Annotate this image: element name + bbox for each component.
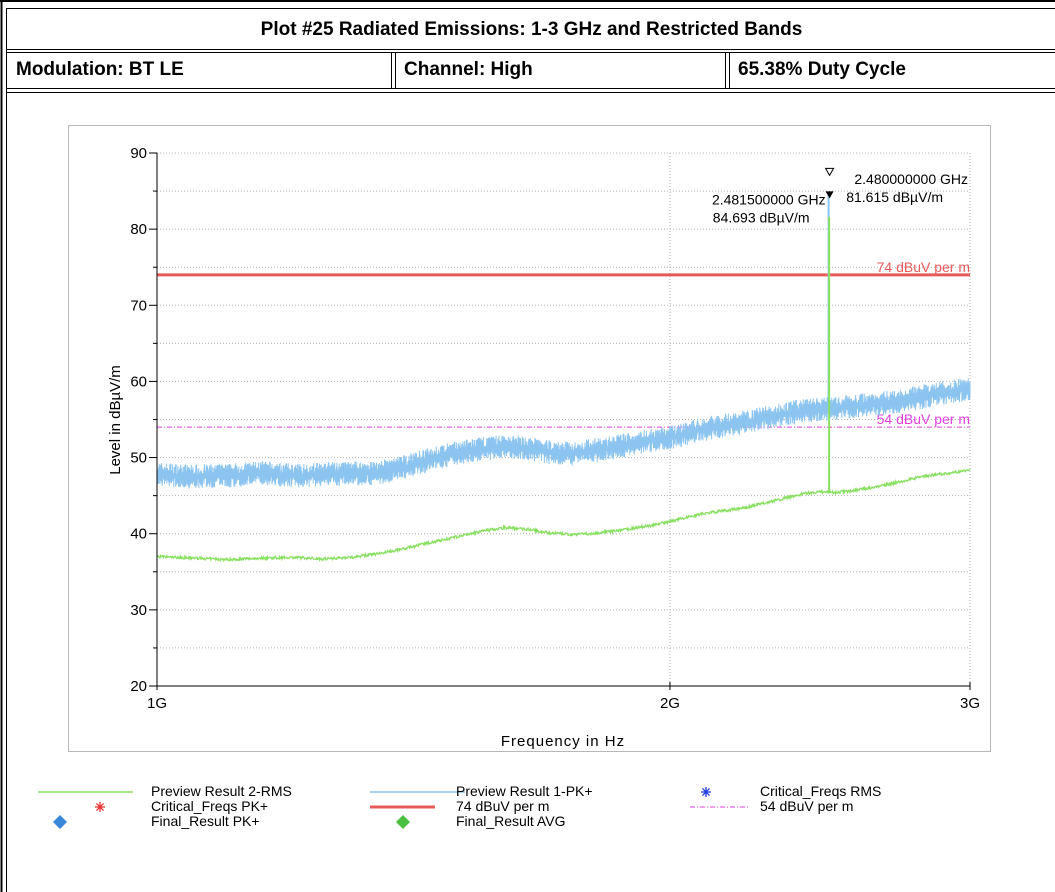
y-tick-label: 90 [130, 145, 147, 162]
y-tick-label: 50 [130, 450, 147, 467]
y-tick-label: 60 [130, 373, 147, 390]
marker-2-level: 81.615 dBµV/m [846, 189, 943, 205]
legend-label: Final_Result PK+ [151, 813, 260, 829]
y-tick-label: 70 [130, 297, 147, 314]
chart-panel [68, 125, 991, 752]
x-tick-label: 2G [660, 695, 680, 712]
limit-54-label: 54 dBuV per m [877, 411, 970, 427]
legend-label: Critical_Freqs PK+ [151, 798, 268, 814]
y-tick-label: 30 [130, 602, 147, 619]
legend-label: Preview Result 2-RMS [151, 783, 292, 799]
legend-label: Final_Result AVG [456, 813, 565, 829]
diamond-icon [396, 815, 410, 829]
x-axis-label: Frequency in Hz [501, 733, 625, 750]
channel-cell: Channel: High [404, 59, 533, 80]
legend-label: Critical_Freqs RMS [760, 783, 881, 799]
diamond-icon [53, 815, 67, 829]
limit-74-label: 74 dBuV per m [877, 259, 970, 275]
legend-symbol [53, 815, 67, 829]
y-tick-label: 40 [130, 526, 147, 543]
x-tick-label: 1G [147, 695, 167, 712]
limit-lines: 74 dBuV per m 54 dBuV per m [157, 259, 970, 428]
legend-label: 74 dBuV per m [456, 798, 549, 814]
axes: 20 30 40 50 60 70 80 90 1G 2G 3G [130, 145, 980, 712]
series-peak-line [156, 378, 971, 489]
legend-label: Preview Result 1-PK+ [456, 783, 593, 799]
y-tick-label: 80 [130, 221, 147, 238]
y-axis-label: Level in dBµV/m [107, 365, 124, 475]
marker-reference-triangle-icon [824, 167, 835, 177]
legend: Preview Result 2-RMS Preview Result 1-PK+… [38, 783, 881, 829]
series-group [156, 193, 971, 563]
plot-title: Plot #25 Radiated Emissions: 1-3 GHz and… [260, 19, 803, 40]
legend-symbol [95, 802, 105, 812]
duty-cycle-cell: 65.38% Duty Cycle [738, 59, 906, 80]
modulation-cell: Modulation: BT LE [16, 59, 184, 80]
x-tick-label: 3G [960, 695, 980, 712]
marker-1-triangle-icon [825, 191, 834, 199]
legend-symbol [701, 787, 711, 797]
y-tick-label: 20 [130, 678, 147, 695]
star-icon [96, 803, 104, 811]
legend-label: 54 dBuV per m [760, 798, 853, 814]
marker-1-freq: 2.481500000 GHz [712, 191, 826, 207]
star-icon [702, 788, 710, 796]
series-rms-line [156, 468, 971, 563]
marker-2-freq: 2.480000000 GHz [854, 171, 968, 187]
marker-1-level: 84.693 dBµV/m [713, 209, 810, 225]
legend-symbol [396, 815, 410, 829]
markers-group: 2.481500000 GHz 84.693 dBµV/m 2.480000000 … [712, 167, 968, 225]
